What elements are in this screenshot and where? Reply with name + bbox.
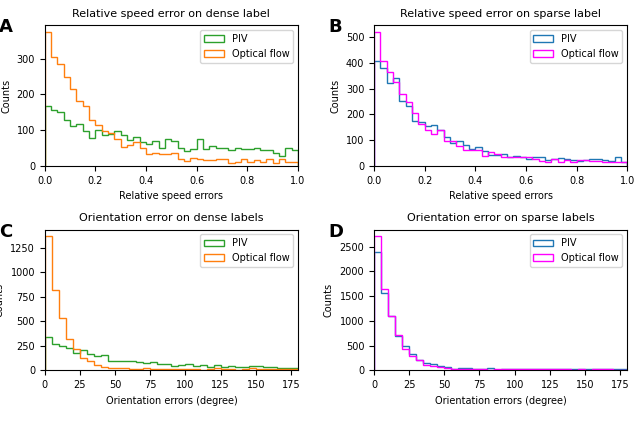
- X-axis label: Relative speed errors: Relative speed errors: [449, 192, 552, 201]
- Y-axis label: Counts: Counts: [0, 283, 4, 317]
- X-axis label: Orientation errors (degree): Orientation errors (degree): [106, 396, 237, 406]
- Legend: PIV, Optical flow: PIV, Optical flow: [200, 30, 293, 63]
- Title: Relative speed error on dense label: Relative speed error on dense label: [72, 9, 270, 19]
- Legend: PIV, Optical flow: PIV, Optical flow: [529, 30, 622, 63]
- Text: C: C: [0, 223, 12, 240]
- Y-axis label: Counts: Counts: [1, 79, 11, 113]
- X-axis label: Orientation errors (degree): Orientation errors (degree): [435, 396, 566, 406]
- Legend: PIV, Optical flow: PIV, Optical flow: [200, 234, 293, 267]
- Text: B: B: [328, 18, 342, 36]
- Text: A: A: [0, 18, 13, 36]
- X-axis label: Relative speed errors: Relative speed errors: [120, 192, 223, 201]
- Legend: PIV, Optical flow: PIV, Optical flow: [529, 234, 622, 267]
- Title: Orientation error on sparse labels: Orientation error on sparse labels: [407, 213, 595, 223]
- Title: Orientation error on dense labels: Orientation error on dense labels: [79, 213, 264, 223]
- Y-axis label: Counts: Counts: [324, 283, 334, 317]
- Text: D: D: [328, 223, 344, 240]
- Title: Relative speed error on sparse label: Relative speed error on sparse label: [400, 9, 601, 19]
- Y-axis label: Counts: Counts: [330, 79, 340, 113]
